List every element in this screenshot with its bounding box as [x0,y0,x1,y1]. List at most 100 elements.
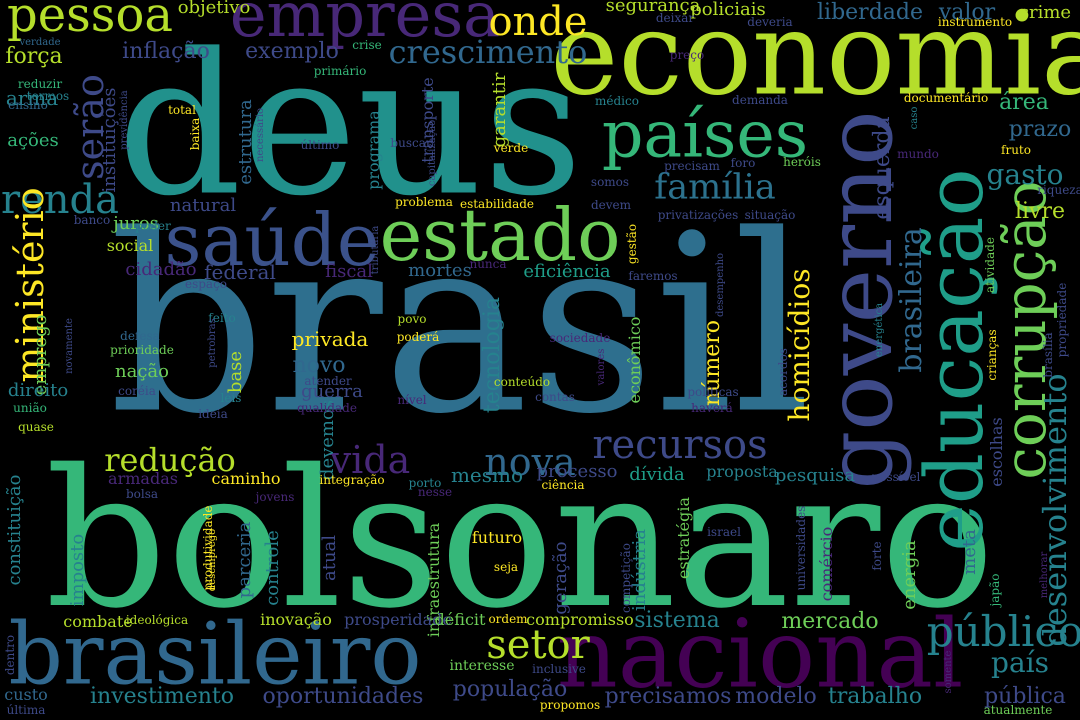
cloud-word: deus [117,11,583,239]
cloud-word: prioridade [110,343,174,357]
cloud-word: pessoa [7,0,173,43]
cloud-word: mundo [897,147,939,161]
cloud-word: problema [395,195,453,209]
cloud-word: comércio [817,526,836,602]
cloud-word: riqueza [1037,183,1080,197]
cloud-word: pesquisa [774,465,856,486]
cloud-word: médico [595,94,639,108]
cloud-word: competição [619,543,633,613]
cloud-word: exemplo [245,39,339,64]
cloud-word: faremos [628,269,678,283]
cloud-word: processo [536,461,618,482]
cloud-word: coréia [118,384,156,398]
cloud-word: baixa [188,117,202,151]
cloud-word: mortes [408,260,472,281]
cloud-word: fruto [1001,143,1031,157]
cloud-word: futuro [471,528,523,547]
cloud-word: conteúdo [493,375,551,389]
cloud-word: liberdade [817,0,923,25]
cloud-word: necessário [255,107,266,163]
cloud-word: crescimento [388,33,588,71]
cloud-word: energética [874,302,885,358]
cloud-word: brasil [108,182,812,468]
cloud-word: valores [596,348,607,386]
cloud-word: ideológica [125,613,189,627]
cloud-word: valor [938,0,996,25]
cloud-word: área [999,90,1049,115]
cloud-word: feito [208,311,236,325]
cloud-word: meta [959,529,980,575]
cloud-word: armadas [108,469,178,488]
cloud-word: mercado [781,609,879,634]
cloud-word: objetivo [177,0,251,18]
cloud-word: redução [104,441,236,479]
cloud-word: proposta [706,462,778,481]
cloud-word: eficiência [523,261,611,282]
cloud-word: tecnologia [480,296,505,414]
cloud-word: fiscal [325,261,373,282]
cloud-word: inclusive [532,662,586,676]
cloud-word: poder [135,219,171,233]
cloud-word: precisam [664,159,720,173]
cloud-word: foro [730,156,756,170]
cloud-word: escolhas [987,417,1006,487]
cloud-word: qualidade [297,401,357,415]
cloud-word: demanda [732,93,788,107]
cloud-word: cidadão [125,259,197,280]
cloud-word: tributária [370,225,381,275]
cloud-word: modelo [735,684,817,709]
cloud-word: atual [319,534,340,582]
cloud-word: devem [590,198,632,212]
cloud-word: recursos [592,422,768,468]
cloud-word: crise [352,38,382,52]
cloud-word: japão [988,573,1002,607]
cloud-word: propriedade [1055,282,1069,358]
cloud-word: primário [313,64,367,78]
cloud-word: heróis [783,155,821,169]
cloud-word: gestão [625,223,639,265]
cloud-word: desemprego [207,528,218,592]
cloud-word: público [926,607,1080,656]
cloud-word: empresa [229,0,501,51]
cloud-word: ideia [198,407,228,421]
cloud-word: petrobras [207,318,218,368]
cloud-word: caminho [211,469,281,488]
cloud-word: renda [0,177,120,223]
cloud-word: federal [204,260,276,284]
cloud-word: forte [870,541,884,571]
cloud-word: guerra [301,381,363,402]
cloud-word: desenvolvimento [1036,373,1074,647]
cloud-word: constituição [4,474,25,586]
cloud-word: investimento [90,684,234,709]
cloud-word: social [106,236,154,255]
cloud-word: crime [1018,2,1072,23]
cloud-word: prosperidade [344,610,452,629]
cloud-word: previdência [119,90,130,150]
cloud-word: somos [590,175,630,189]
cloud-word: vida [329,438,411,482]
cloud-word: base [225,350,246,394]
cloud-word: propomos [539,698,601,712]
cloud-word: israel [707,525,741,539]
cloud-word: contas [535,390,575,404]
cloud-word: ações [7,130,59,151]
cloud-word: força [5,44,63,69]
cloud-word: haverá [691,401,733,415]
cloud-word: universidades [794,505,808,591]
cloud-word: mesmo [450,463,524,487]
cloud-word: sistema [634,608,720,633]
cloud-word: programa [364,110,383,190]
cloud-word: última [6,703,46,717]
cloud-word: controle [262,530,283,606]
cloud-word: melhorar [1039,551,1050,599]
cloud-word: preço [669,48,705,62]
cloud-word: leis [220,391,242,405]
cloud-word: ciência [541,478,585,492]
cloud-word: oportunidades [262,684,424,709]
cloud-word: ordem [488,612,528,626]
cloud-word: nova [484,440,576,484]
cloud-word: interesse [449,658,515,674]
cloud-word: dentro [3,634,17,676]
cloud-word: livre [1014,199,1066,224]
